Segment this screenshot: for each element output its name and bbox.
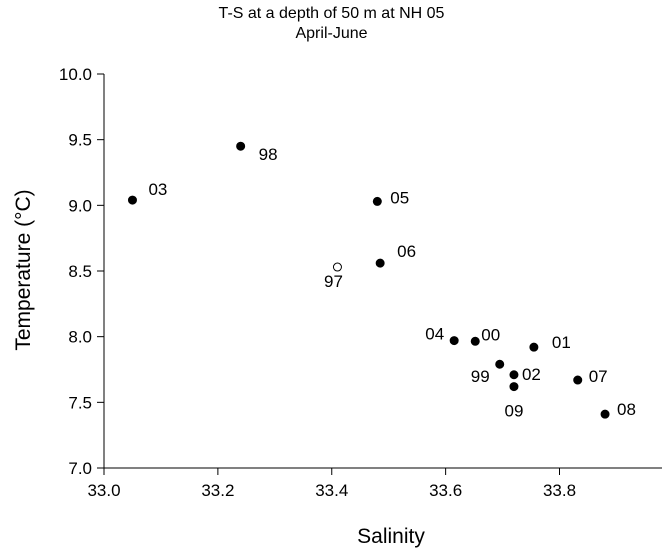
data-point xyxy=(573,375,583,385)
data-points: 98 03 05 06 97 04 00 01 99 02 07 09 08 xyxy=(127,141,636,421)
point-label: 99 xyxy=(471,367,490,386)
data-point xyxy=(509,370,519,380)
data-point xyxy=(600,409,610,419)
point-label: 98 xyxy=(259,145,278,164)
point-label: 01 xyxy=(552,333,571,352)
point-label: 07 xyxy=(589,367,608,386)
y-tick-label: 8.5 xyxy=(68,262,92,281)
data-point xyxy=(236,141,246,151)
data-point xyxy=(332,262,342,272)
point-label: 00 xyxy=(481,325,500,344)
data-point xyxy=(509,382,519,392)
axes xyxy=(103,74,662,469)
x-tick-label: 33.8 xyxy=(543,481,576,500)
y-tick-label: 8.0 xyxy=(68,328,92,347)
x-tick-label: 33.2 xyxy=(201,481,234,500)
point-label: 02 xyxy=(522,365,541,384)
data-point xyxy=(529,342,539,352)
point-label: 08 xyxy=(617,400,636,419)
y-axis-ticks: 7.0 7.5 8.0 8.5 9.0 9.5 10.0 xyxy=(59,65,104,478)
y-axis-title: Temperature (°C) xyxy=(12,189,35,350)
x-tick-label: 33.6 xyxy=(429,481,462,500)
y-tick-label: 9.5 xyxy=(68,131,92,150)
point-label: 03 xyxy=(148,180,167,199)
point-label: 04 xyxy=(425,325,444,344)
x-tick-label: 33.4 xyxy=(315,481,348,500)
point-label: 97 xyxy=(324,272,343,291)
point-label: 06 xyxy=(397,242,416,261)
point-label: 05 xyxy=(390,188,409,207)
data-point xyxy=(449,336,459,346)
chart-subtitle: April-June xyxy=(295,25,368,42)
data-point xyxy=(375,258,385,268)
chart-title: T-S at a depth of 50 m at NH 05 xyxy=(218,5,445,22)
data-point xyxy=(372,196,382,206)
y-tick-label: 9.0 xyxy=(68,196,92,215)
y-tick-label: 7.5 xyxy=(68,393,92,412)
point-label: 09 xyxy=(504,402,523,421)
data-point xyxy=(470,336,480,346)
data-point xyxy=(127,195,137,205)
data-point xyxy=(495,359,505,369)
x-axis-title: Salinity xyxy=(357,525,425,548)
x-tick-label: 33.0 xyxy=(87,481,120,500)
x-axis-ticks: 33.0 33.2 33.4 33.6 33.8 xyxy=(87,468,576,500)
y-tick-label: 7.0 xyxy=(68,459,92,478)
y-tick-label: 10.0 xyxy=(59,65,92,84)
